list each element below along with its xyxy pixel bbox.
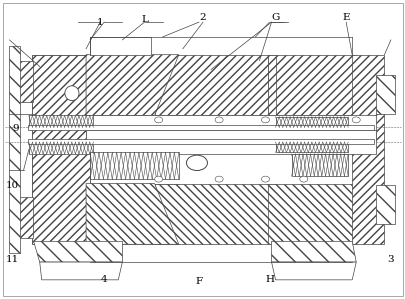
Text: 2: 2 bbox=[199, 13, 206, 22]
Text: 10: 10 bbox=[6, 181, 19, 190]
Text: F: F bbox=[195, 277, 202, 286]
Text: G: G bbox=[271, 13, 279, 22]
Polygon shape bbox=[375, 185, 394, 224]
Polygon shape bbox=[271, 241, 355, 262]
Text: H: H bbox=[264, 275, 273, 284]
Text: 3: 3 bbox=[387, 255, 393, 264]
Text: E: E bbox=[341, 13, 349, 22]
Bar bbox=[29, 142, 93, 154]
Polygon shape bbox=[86, 55, 178, 115]
Polygon shape bbox=[267, 55, 275, 115]
Circle shape bbox=[261, 117, 269, 123]
Circle shape bbox=[299, 176, 307, 182]
Circle shape bbox=[215, 176, 223, 182]
Polygon shape bbox=[267, 55, 355, 115]
Ellipse shape bbox=[65, 86, 79, 101]
Bar bbox=[28, 139, 373, 144]
Bar bbox=[29, 115, 93, 127]
Polygon shape bbox=[86, 184, 178, 244]
Circle shape bbox=[154, 117, 162, 123]
Polygon shape bbox=[86, 184, 178, 244]
Circle shape bbox=[186, 155, 207, 170]
Polygon shape bbox=[267, 184, 355, 244]
Polygon shape bbox=[90, 37, 150, 55]
Polygon shape bbox=[154, 184, 275, 244]
Bar bbox=[86, 130, 375, 154]
Bar bbox=[291, 154, 347, 176]
Polygon shape bbox=[40, 262, 122, 280]
Bar bbox=[275, 142, 347, 152]
Polygon shape bbox=[86, 55, 178, 115]
Polygon shape bbox=[9, 46, 19, 253]
Polygon shape bbox=[154, 55, 275, 115]
Circle shape bbox=[261, 176, 269, 182]
Text: 9: 9 bbox=[13, 124, 19, 133]
Polygon shape bbox=[375, 75, 394, 114]
Circle shape bbox=[215, 117, 223, 123]
Text: 4: 4 bbox=[101, 275, 107, 284]
Polygon shape bbox=[17, 197, 33, 238]
Text: 1: 1 bbox=[97, 18, 103, 27]
Bar bbox=[28, 125, 373, 130]
Bar bbox=[86, 115, 375, 139]
Polygon shape bbox=[32, 55, 90, 244]
Polygon shape bbox=[34, 241, 122, 262]
Circle shape bbox=[351, 117, 359, 123]
Bar bbox=[275, 117, 347, 127]
Polygon shape bbox=[17, 61, 33, 102]
Text: L: L bbox=[141, 15, 147, 24]
Circle shape bbox=[154, 176, 162, 182]
Text: 11: 11 bbox=[6, 255, 19, 264]
Polygon shape bbox=[271, 262, 355, 280]
Bar bbox=[90, 152, 178, 179]
Polygon shape bbox=[351, 55, 384, 244]
